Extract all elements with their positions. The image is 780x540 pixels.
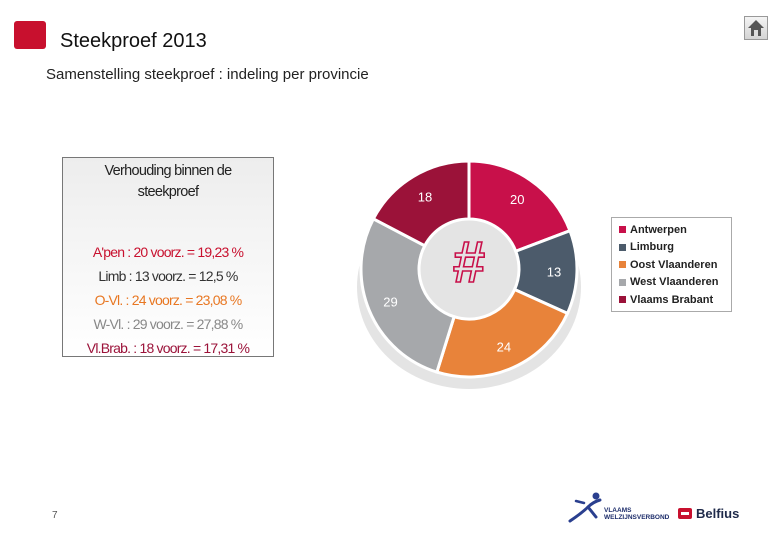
legend-item: Oost Vlaanderen — [619, 256, 731, 274]
donut-chart: 20 13 24 29 18 # — [357, 159, 581, 389]
slide-title: Steekproef 2013 — [60, 30, 207, 52]
legend-item: Antwerpen — [619, 221, 731, 239]
belfius-wordmark: Belfius — [696, 506, 740, 521]
home-button[interactable] — [744, 16, 768, 40]
belfius-logo: Belfius — [678, 506, 739, 521]
vlaams-welzijnsverbond-logo: VLAAMS WELZIJNSVERBOND — [566, 491, 670, 527]
legend-item: Limburg — [619, 239, 731, 257]
legend-label: Oost Vlaanderen — [630, 258, 718, 271]
ratio-line: Limb : 13 voorz. = 12,5 % — [98, 268, 238, 284]
ratio-line: A'pen : 20 voorz. = 19,23 % — [92, 244, 244, 260]
ratio-box: Verhouding binnen de steekproef A'pen : … — [62, 157, 274, 357]
vw-logo-line2: WELZIJNSVERBOND — [604, 514, 670, 521]
ratio-line: O-Vl. : 24 voorz. = 23,08 % — [94, 292, 243, 308]
legend-swatch — [619, 278, 626, 286]
legend-label: Vlaams Brabant — [630, 293, 714, 306]
page-number: 7 — [52, 510, 58, 521]
ratio-line: Vl.Brab. : 18 voorz. = 17,31 % — [86, 340, 250, 356]
vw-logo-line1: VLAAMS — [604, 507, 632, 514]
legend-swatch — [619, 243, 626, 251]
legend-item: West Vlaanderen — [619, 274, 731, 292]
legend-label: Limburg — [630, 241, 674, 254]
ratio-title-line2: steekproef — [137, 184, 199, 200]
legend-swatch — [619, 296, 626, 304]
belfius-mark-icon — [678, 508, 692, 519]
running-figure-icon — [568, 492, 602, 523]
slide-subtitle: Samenstelling steekproef : indeling per … — [46, 66, 369, 83]
slice-value-label: 24 — [497, 340, 511, 355]
donut-slice-vlaams-brabant — [371, 159, 471, 248]
slice-value-label: 18 — [418, 189, 432, 204]
slice-value-label: 13 — [547, 265, 561, 280]
legend-label: Antwerpen — [630, 223, 687, 236]
chart-legend: Antwerpen Limburg Oost Vlaanderen West Vlaa… — [611, 217, 732, 312]
slice-value-label: 29 — [383, 295, 397, 310]
slice-value-label: 20 — [510, 192, 524, 207]
donut-slice-oost-vlaanderen — [434, 287, 570, 379]
ratio-box-title: Verhouding binnen de steekproef — [63, 161, 273, 203]
donut-slice-west-vlaanderen — [359, 216, 457, 374]
ratio-title-line1: Verhouding binnen de — [104, 163, 232, 179]
brand-logo-square — [14, 21, 46, 49]
legend-label: West Vlaanderen — [630, 276, 719, 289]
legend-swatch — [619, 226, 626, 234]
legend-item: Vlaams Brabant — [619, 291, 731, 309]
center-hash-symbol: # — [453, 230, 485, 295]
ratio-line: W-Vl. : 29 voorz. = 27,88 % — [93, 316, 244, 332]
ratio-lines: A'pen : 20 voorz. = 19,23 % Limb : 13 voo… — [63, 240, 273, 360]
legend-swatch — [619, 261, 626, 269]
home-icon — [748, 20, 764, 36]
donut-slice-antwerpen — [467, 159, 572, 254]
